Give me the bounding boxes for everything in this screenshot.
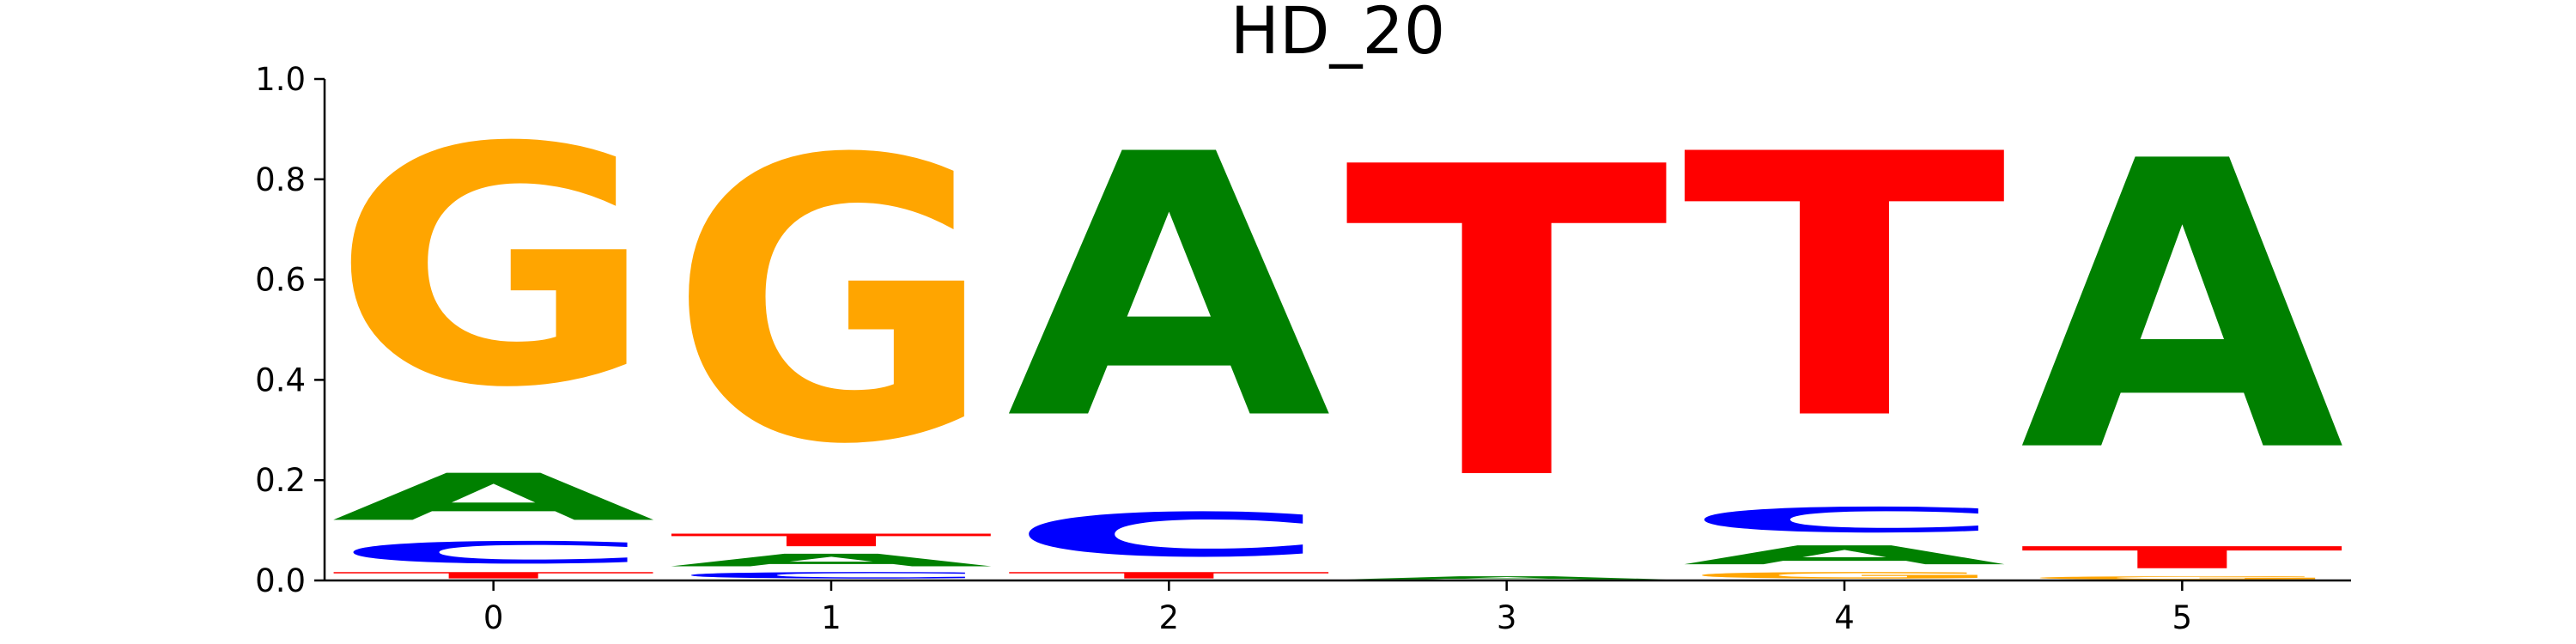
logo-letter-t-pos-4: T	[1682, 78, 2009, 499]
logo-letter-glyph: G	[331, 78, 656, 459]
y-tick-label: 1.0	[255, 61, 306, 98]
y-tick-label: 0.8	[255, 161, 306, 198]
logo-letter-a-pos-1: A	[669, 550, 996, 570]
logo-letter-glyph: T	[669, 531, 996, 550]
logo-letter-glyph: T	[1345, 77, 1672, 574]
x-tick-label: 0	[483, 599, 504, 636]
logo-letter-glyph: C	[1682, 501, 2007, 541]
logo-letter-t-pos-5: T	[2020, 540, 2348, 575]
logo-letter-g-pos-0: G	[331, 78, 656, 459]
logo-letter-glyph: C	[1007, 500, 1332, 570]
logo-letter-glyph: A	[1345, 575, 1672, 580]
logo-letter-glyph: T	[1682, 78, 2009, 499]
logo-letter-a-pos-4: A	[1682, 540, 2009, 570]
logo-letter-a-pos-5: A	[2020, 77, 2348, 538]
logo-letter-c-pos-4: C	[1682, 501, 2007, 541]
y-tick-label: 0.2	[255, 462, 306, 499]
logo-letter-glyph: G	[669, 78, 993, 529]
logo-letter-c-pos-2: C	[1007, 500, 1332, 570]
logo-letter-glyph: C	[331, 535, 656, 570]
logo-letter-g-pos-1: G	[669, 78, 993, 529]
logo-letter-glyph: T	[331, 570, 659, 580]
logo-letter-glyph: A	[331, 460, 659, 535]
y-tick-label: 0.0	[255, 562, 306, 599]
logo-letter-glyph: T	[2020, 540, 2348, 575]
x-tick-label: 4	[1834, 599, 1855, 636]
axes-layer: 0.0 0.2 0.4 0.6 0.8 1.0 0 1 2 3 4 5	[255, 61, 2351, 636]
logo-letter-glyph: A	[1682, 540, 2009, 570]
logo-letter-t-pos-0: T	[331, 570, 659, 580]
y-tick-label: 0.4	[255, 361, 306, 398]
x-tick-label: 3	[1497, 599, 1517, 636]
y-tick-label: 0.6	[255, 262, 306, 299]
chart-title: HD_20	[1230, 0, 1445, 69]
x-tick-label: 5	[2172, 599, 2193, 636]
logo-letter-t-pos-3: T	[1345, 77, 1672, 574]
logo-letter-glyph: C	[669, 570, 993, 580]
logo-letter-a-pos-2: A	[1007, 79, 1334, 500]
logo-letter-a-pos-0: A	[331, 460, 659, 535]
logo-letter-glyph: A	[669, 550, 996, 570]
logo-letter-glyph: A	[1007, 79, 1334, 500]
logo-letter-c-pos-0: C	[331, 535, 656, 570]
logo-letter-glyph: T	[1007, 570, 1334, 580]
logo-letter-g-pos-4: G	[1682, 570, 2007, 580]
x-tick-label: 1	[821, 599, 841, 636]
logo-letter-g-pos-5: G	[2020, 575, 2345, 580]
logo-letter-t-pos-2: T	[1007, 570, 1334, 580]
logo-letter-glyph: G	[1682, 570, 2007, 580]
logo-letter-glyph: A	[2020, 77, 2348, 538]
logo-letter-t-pos-1: T	[669, 531, 996, 550]
x-tick-label: 2	[1159, 599, 1180, 636]
logo-letter-a-pos-3: A	[1345, 575, 1672, 580]
logo-letter-c-pos-1: C	[669, 570, 993, 580]
logo-letter-glyph: G	[2020, 575, 2345, 580]
